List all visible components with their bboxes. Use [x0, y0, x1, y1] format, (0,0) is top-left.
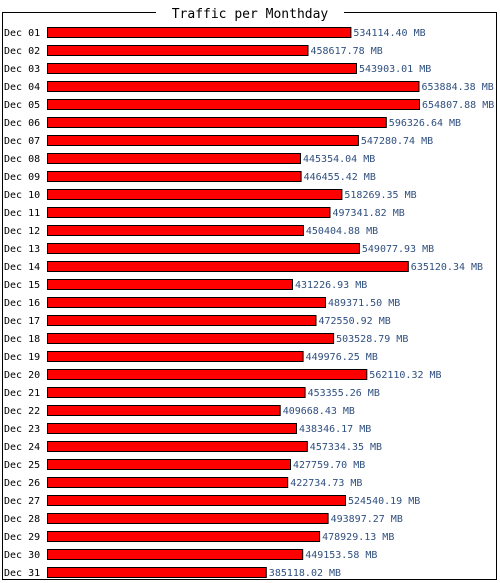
bar	[47, 117, 387, 128]
category-label: Dec 17	[4, 316, 40, 327]
bar	[47, 207, 331, 218]
category-label: Dec 19	[4, 352, 40, 363]
value-label: 493897.27 MB	[331, 514, 403, 525]
bar	[47, 135, 359, 146]
bar	[47, 477, 289, 488]
bar-rows: Dec 01 534114.40 MB Dec 02 458617.78 MB Dec …	[4, 27, 494, 579]
bar	[47, 63, 357, 74]
bar	[47, 333, 335, 344]
category-label: Dec 10	[4, 190, 40, 201]
category-label: Dec 13	[4, 244, 40, 255]
category-label: Dec 21	[4, 388, 40, 399]
bar	[47, 351, 304, 362]
category-label: Dec 03	[4, 64, 40, 75]
bar	[47, 243, 360, 254]
bar	[47, 171, 302, 182]
value-label: 458617.78 MB	[311, 46, 383, 57]
value-label: 431226.93 MB	[295, 280, 367, 291]
value-label: 446455.42 MB	[304, 172, 376, 183]
category-label: Dec 15	[4, 280, 40, 291]
value-label: 653884.38 MB	[422, 82, 494, 93]
chart-frame	[2, 12, 497, 580]
bar	[47, 567, 267, 578]
bar	[47, 513, 329, 524]
value-label: 457334.35 MB	[310, 442, 382, 453]
bar	[47, 81, 420, 92]
bar	[47, 225, 304, 236]
chart-title: Traffic per Monthday	[172, 7, 329, 22]
value-label: 472550.92 MB	[319, 316, 391, 327]
value-label: 478929.13 MB	[322, 532, 394, 543]
value-label: 654807.88 MB	[422, 100, 494, 111]
value-label: 427759.70 MB	[293, 460, 365, 471]
value-label: 503528.79 MB	[336, 334, 408, 345]
category-label: Dec 11	[4, 208, 40, 219]
bar	[47, 531, 321, 542]
value-label: 385118.02 MB	[269, 568, 341, 579]
category-label: Dec 20	[4, 370, 40, 381]
value-label: 635120.34 MB	[411, 262, 483, 273]
category-label: Dec 29	[4, 532, 40, 543]
category-label: Dec 07	[4, 136, 40, 147]
bar	[47, 99, 420, 110]
value-label: 518269.35 MB	[344, 190, 416, 201]
category-label: Dec 26	[4, 478, 40, 489]
value-label: 449153.58 MB	[305, 550, 377, 561]
category-label: Dec 16	[4, 298, 40, 309]
category-label: Dec 09	[4, 172, 40, 183]
value-label: 497341.82 MB	[333, 208, 405, 219]
bar	[47, 459, 291, 470]
bar	[47, 549, 304, 560]
bar	[47, 369, 368, 380]
bar	[47, 45, 309, 56]
category-label: Dec 31	[4, 568, 40, 579]
value-label: 445354.04 MB	[303, 154, 375, 165]
category-label: Dec 28	[4, 514, 40, 525]
category-label: Dec 08	[4, 154, 40, 165]
category-label: Dec 02	[4, 46, 40, 57]
value-label: 549077.93 MB	[362, 244, 434, 255]
value-label: 489371.50 MB	[328, 298, 400, 309]
value-label: 449976.25 MB	[306, 352, 378, 363]
title-background	[156, 5, 344, 21]
category-label: Dec 23	[4, 424, 40, 435]
value-label: 534114.40 MB	[353, 28, 425, 39]
bar	[47, 315, 317, 326]
bar	[47, 189, 343, 200]
category-label: Dec 12	[4, 226, 40, 237]
category-label: Dec 25	[4, 460, 40, 471]
category-label: Dec 22	[4, 406, 40, 417]
category-label: Dec 14	[4, 262, 40, 273]
category-label: Dec 01	[4, 28, 40, 39]
bar	[47, 495, 346, 506]
bar	[47, 405, 281, 416]
value-label: 543903.01 MB	[359, 64, 431, 75]
value-label: 453355.26 MB	[308, 388, 380, 399]
value-label: 596326.64 MB	[389, 118, 461, 129]
category-label: Dec 05	[4, 100, 40, 111]
bar	[47, 261, 409, 272]
bar	[47, 297, 326, 308]
category-label: Dec 18	[4, 334, 40, 345]
value-label: 422734.73 MB	[290, 478, 362, 489]
value-label: 547280.74 MB	[361, 136, 433, 147]
bar	[47, 423, 297, 434]
value-label: 524540.19 MB	[348, 496, 420, 507]
value-label: 450404.88 MB	[306, 226, 378, 237]
category-label: Dec 04	[4, 82, 40, 93]
bar	[47, 153, 301, 164]
value-label: 438346.17 MB	[299, 424, 371, 435]
bar	[47, 387, 306, 398]
value-label: 562110.32 MB	[369, 370, 441, 381]
category-label: Dec 06	[4, 118, 40, 129]
bar	[47, 441, 308, 452]
value-label: 409668.43 MB	[283, 406, 355, 417]
category-label: Dec 30	[4, 550, 40, 561]
bar	[47, 279, 293, 290]
bar	[47, 27, 352, 38]
category-label: Dec 24	[4, 442, 40, 453]
category-label: Dec 27	[4, 496, 40, 507]
